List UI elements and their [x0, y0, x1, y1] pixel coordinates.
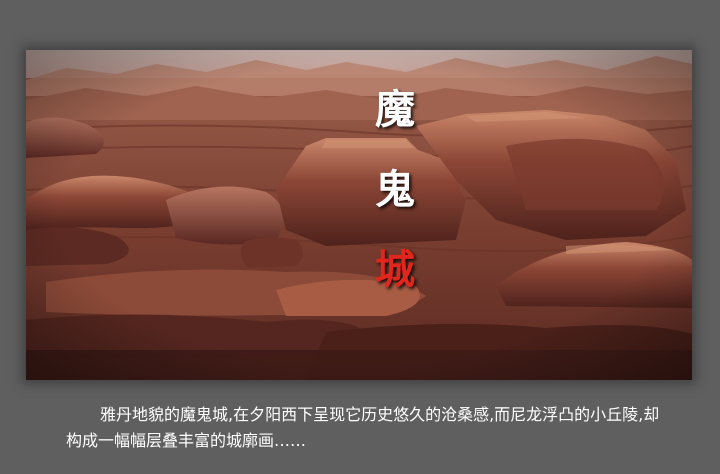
yardang-landscape-image	[26, 50, 692, 380]
caption-text: 雅丹地貌的魔鬼城,在夕阳西下呈现它历史悠久的沧桑感,而尼龙浮凸的小丘陵,却构成一…	[66, 405, 660, 450]
vertical-title: 魔 鬼 城	[370, 90, 420, 330]
title-char-1: 魔	[375, 86, 415, 133]
yardang-landscape-photo: 魔 鬼 城	[26, 50, 692, 380]
title-char-2: 鬼	[375, 166, 415, 213]
title-char-3: 城	[375, 246, 415, 293]
